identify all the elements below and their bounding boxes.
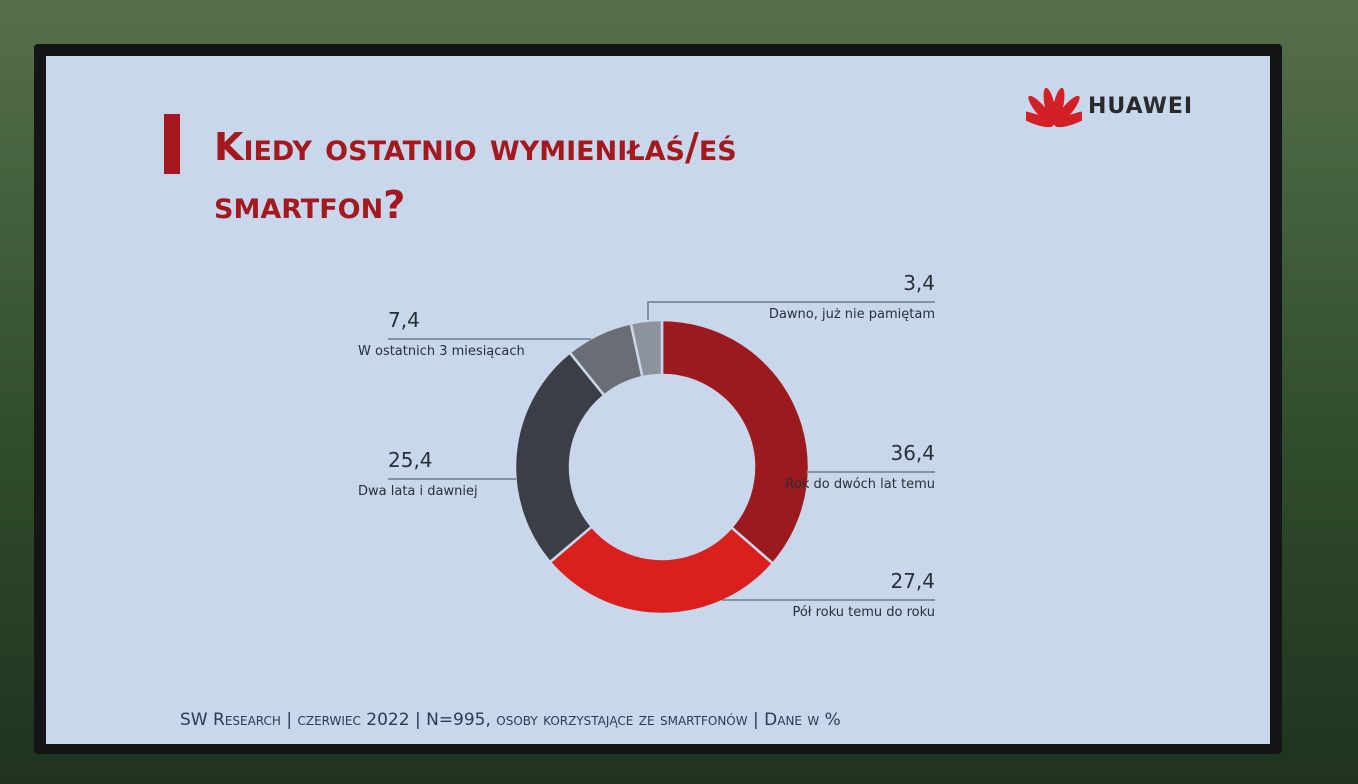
- chart-title: Kiedy ostatnio wymieniłaś/eś smartfon?: [214, 125, 737, 227]
- value-label: 3,4: [903, 271, 935, 295]
- chart: 36,4 Rok do dwóch lat temu 27,4 Pół roku te…: [358, 271, 935, 620]
- title-accent: [164, 114, 180, 174]
- value-label: 7,4: [388, 308, 420, 332]
- slide: Kiedy ostatnio wymieniłaś/eś smartfon? H…: [46, 56, 1270, 744]
- category-label: Rok do dwóch lat temu: [785, 477, 935, 492]
- source-note: SW Research | czerwiec 2022 | N=995, oso…: [180, 710, 841, 730]
- category-label: Pół roku temu do roku: [792, 605, 935, 620]
- value-label: 36,4: [890, 441, 935, 465]
- category-label: Dwa lata i dawniej: [358, 484, 478, 499]
- donut-segment: [548, 524, 775, 616]
- donut-segment: [629, 318, 664, 379]
- value-label: 25,4: [388, 448, 433, 472]
- donut-segment: [660, 318, 811, 566]
- donut-segment: [513, 350, 607, 564]
- category-label: W ostatnich 3 miesiącach: [358, 344, 525, 359]
- brand-name: HUAWEI: [1088, 94, 1194, 119]
- category-label: Dawno, już nie pamiętam: [769, 307, 935, 322]
- logo-icon: [1026, 87, 1082, 128]
- value-label: 27,4: [890, 569, 935, 593]
- leader-line: [647, 301, 935, 320]
